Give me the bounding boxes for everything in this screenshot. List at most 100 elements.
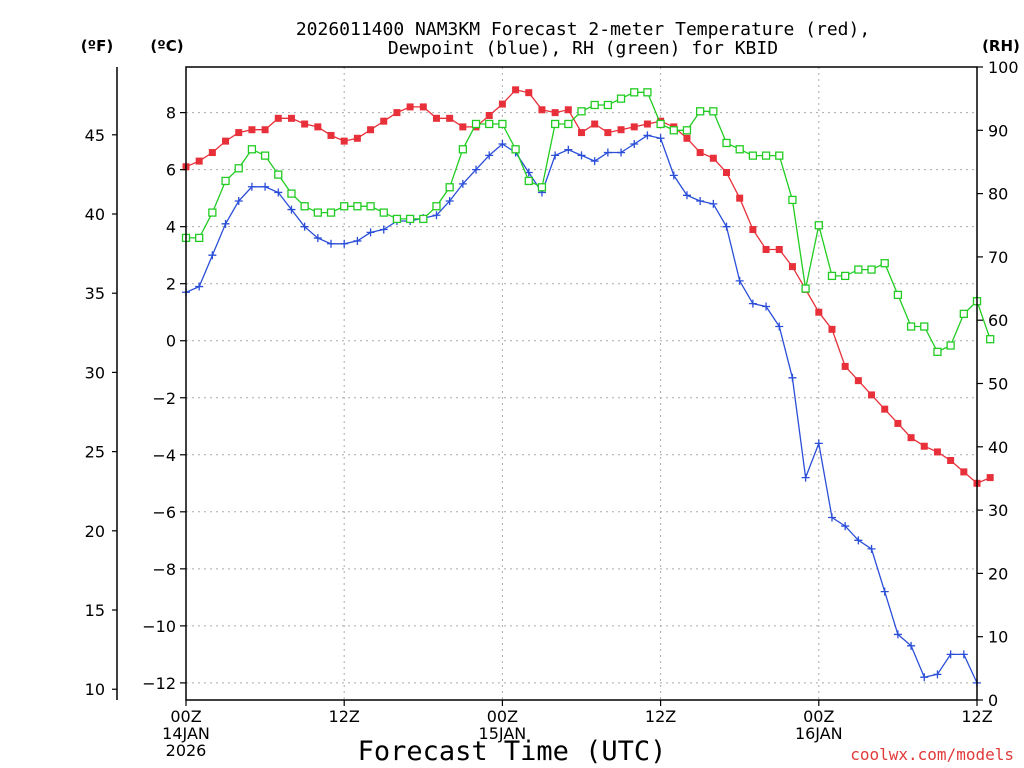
temperature-point: [788, 263, 796, 271]
rh-point: [326, 208, 336, 217]
temperature-point: [538, 106, 546, 114]
celsius-tick-label: 0: [166, 332, 176, 351]
rh-point: [748, 151, 758, 160]
rh-point: [656, 119, 665, 129]
dewpoint-point: [933, 670, 942, 679]
dewpoint-point: [379, 225, 388, 234]
rh-point: [313, 208, 322, 217]
temperature-point: [868, 391, 876, 399]
rh-point: [696, 107, 705, 116]
rh-point: [946, 341, 955, 350]
rh-point: [498, 119, 507, 129]
temperature-point: [709, 154, 717, 162]
temperature-point: [446, 114, 454, 122]
fahrenheit-unit-label: (ºF): [81, 37, 113, 55]
dewpoint-point: [603, 148, 612, 157]
rh-tick-label: 80: [988, 185, 1008, 204]
temperature-point: [301, 120, 309, 128]
dewpoint-point: [735, 276, 744, 285]
temperature-point: [723, 169, 731, 176]
rh-point: [643, 88, 652, 97]
temperature-point: [775, 245, 783, 253]
temperature-point: [432, 114, 440, 122]
dewpoint-point: [801, 473, 810, 482]
celsius-tick-label: −6: [152, 503, 176, 522]
dewpoint-point: [893, 630, 902, 639]
rh-tick-label: 40: [988, 438, 1008, 457]
x-tick-label: 00Z: [487, 707, 518, 726]
rh-line: [186, 91, 991, 353]
dewpoint-point: [762, 302, 771, 311]
dewpoint-point: [551, 151, 560, 160]
rh-point: [959, 309, 968, 319]
celsius-tick-label: 8: [166, 104, 176, 123]
dewpoint-point: [287, 205, 296, 214]
temperature-point: [287, 114, 295, 122]
temperature-point: [578, 129, 585, 137]
rh-point: [603, 100, 613, 110]
dewpoint-point: [827, 513, 836, 522]
rh-point: [761, 151, 771, 160]
temperature-line: [185, 89, 991, 485]
x-tick-label: 00Z: [170, 707, 201, 726]
dewpoint-point: [247, 182, 256, 191]
temperature-point: [683, 134, 691, 142]
dewpoint-point: [722, 222, 731, 231]
rh-point: [933, 347, 942, 357]
x-tick-label: 12Z: [645, 707, 676, 726]
temperature-point: [195, 157, 203, 165]
fahrenheit-tick-label: 15: [85, 601, 105, 620]
rh-point: [260, 151, 270, 160]
dewpoint-point: [445, 197, 454, 206]
x-tick-label: 2026: [166, 741, 207, 760]
chart-title-line2: Dewpoint (blue), RH (green) for KBID: [388, 38, 778, 59]
rh-point: [445, 183, 454, 192]
dewpoint-point: [300, 222, 309, 231]
rh-tick-label: 100: [988, 58, 1019, 77]
temperature-point: [367, 126, 375, 134]
dewpoint-point: [195, 282, 204, 291]
dewpoint-point: [841, 522, 850, 531]
rh-point: [616, 94, 626, 103]
temperature-point: [235, 129, 243, 137]
temperature-point: [380, 117, 388, 125]
rh-point: [458, 145, 468, 154]
rh-tick-label: 10: [988, 628, 1008, 647]
rh-point: [405, 214, 415, 224]
temperature-point: [920, 442, 928, 450]
fahrenheit-tick-label: 10: [85, 680, 105, 699]
rh-point: [419, 214, 428, 224]
dewpoint-point: [221, 219, 230, 228]
rh-point: [722, 138, 731, 148]
temperature-point: [643, 120, 651, 128]
rh-point: [920, 322, 929, 331]
temperature-point: [485, 111, 493, 119]
dewpoint-point: [472, 165, 481, 174]
rh-point: [379, 208, 388, 217]
rh-point: [392, 214, 402, 224]
rh-point: [353, 202, 362, 211]
temperature-point: [222, 137, 230, 145]
dewpoint-point: [524, 168, 533, 177]
temperature-point: [314, 123, 322, 131]
dewpoint-point: [656, 134, 665, 143]
temperature-point: [696, 149, 704, 157]
rh-point: [669, 126, 678, 135]
temperature-point: [604, 129, 612, 137]
celsius-tick-label: 6: [166, 161, 176, 180]
dewpoint-point: [682, 191, 691, 200]
dewpoint-point: [458, 179, 467, 188]
dewpoint-point: [498, 139, 507, 148]
rh-point: [208, 208, 217, 217]
temperature-point: [736, 194, 744, 202]
dewpoint-point: [340, 239, 349, 248]
temperature-point: [353, 134, 361, 142]
dewpoint-point: [814, 439, 823, 448]
rh-tick-label: 60: [988, 311, 1008, 330]
dewpoint-point: [577, 151, 586, 160]
rh-point: [366, 202, 375, 211]
dewpoint-point: [867, 544, 876, 553]
temperature-point: [854, 377, 862, 385]
rh-point: [735, 145, 744, 154]
rh-point: [550, 119, 560, 129]
